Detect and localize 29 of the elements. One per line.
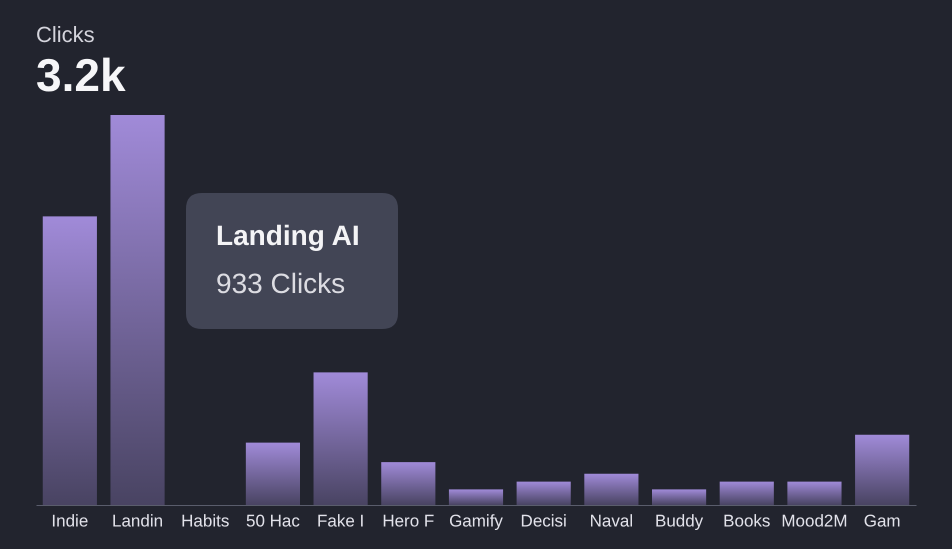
bar bbox=[448, 489, 504, 505]
annotation: Landing AI bbox=[216, 220, 360, 251]
x-tick-label: Indie bbox=[51, 512, 88, 530]
bar bbox=[42, 216, 97, 505]
bar bbox=[584, 474, 638, 505]
x-tick-label: Naval bbox=[590, 512, 634, 530]
x-tick-label: Hero F bbox=[382, 512, 434, 530]
bar bbox=[314, 372, 368, 505]
bar bbox=[110, 115, 165, 505]
x-tick-label: Books bbox=[723, 512, 770, 530]
bar bbox=[516, 482, 571, 505]
bar bbox=[720, 482, 774, 505]
bar bbox=[855, 434, 910, 505]
bar bbox=[787, 482, 842, 505]
bar bbox=[652, 489, 706, 505]
x-tick-label: Mood2M bbox=[781, 512, 848, 530]
x-tick-label: Landin bbox=[112, 512, 164, 530]
x-tick-label: 50 Hac bbox=[246, 512, 300, 530]
x-tick-label: Gam bbox=[864, 512, 901, 530]
x-tick-label: Buddy bbox=[654, 512, 704, 530]
x-tick-label: Habits bbox=[181, 512, 230, 530]
chart-subtitle: 3.2k bbox=[36, 49, 126, 101]
chart-title: Clicks bbox=[36, 22, 95, 47]
x-tick-label: Fake I bbox=[316, 512, 364, 530]
bar bbox=[381, 462, 436, 505]
x-tick-label: Decisi bbox=[520, 512, 567, 530]
annotation: 933 Clicks bbox=[216, 268, 346, 299]
x-tick-label: Gamify bbox=[449, 512, 504, 530]
bar bbox=[246, 442, 300, 505]
